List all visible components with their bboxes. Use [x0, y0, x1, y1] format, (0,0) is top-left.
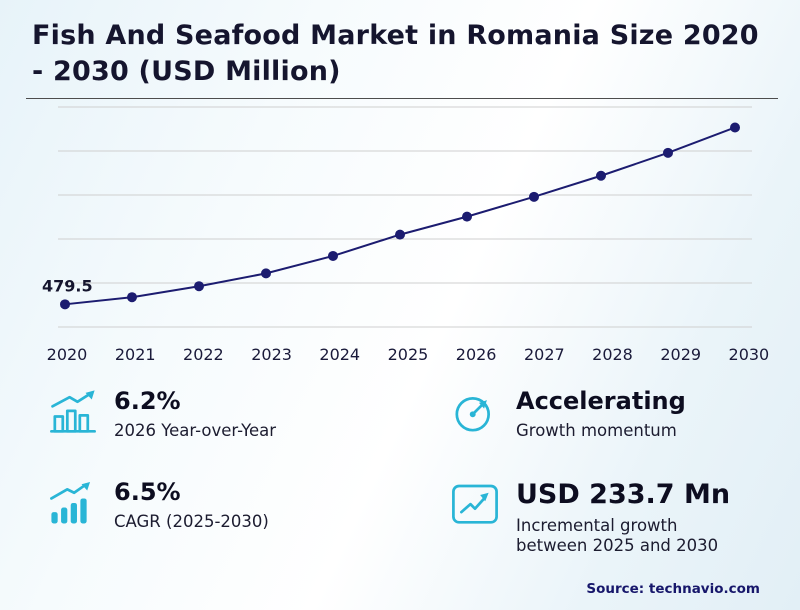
stat-text: 6.2% 2026 Year-over-Year	[114, 388, 276, 441]
series-line	[64, 126, 736, 306]
x-axis-label: 2023	[251, 345, 292, 365]
cagr-value: 6.5%	[114, 478, 181, 507]
data-point	[60, 299, 70, 310]
momentum-label: Growth momentum	[516, 420, 677, 440]
data-point	[328, 251, 338, 262]
stat-text: Accelerating Growth momentum	[516, 388, 686, 441]
incremental-value: USD 233.7 Mn	[516, 479, 731, 511]
x-axis: 2020 2021 2022 2023 2024 2025 2026 2027 2028 2029…	[44, 345, 772, 364]
title-divider	[26, 98, 778, 100]
stat-incremental: USD 233.7 Mn Incremental growth between …	[450, 479, 780, 556]
speedometer-icon	[450, 389, 500, 435]
x-axis-label: 2029	[660, 345, 702, 365]
bar-chart-growth-icon	[48, 389, 98, 435]
data-point	[395, 229, 405, 240]
page-title: Fish And Seafood Market in Romania Size …	[32, 20, 759, 87]
stat-cagr: 6.5% CAGR (2025-2030)	[48, 479, 450, 556]
data-point	[663, 148, 673, 159]
rising-bars-icon	[48, 480, 98, 526]
x-axis-label: 2025	[387, 345, 429, 365]
data-point	[127, 292, 137, 303]
x-axis-label: 2026	[455, 345, 497, 365]
momentum-value: Accelerating	[516, 387, 686, 416]
x-axis-label: 2024	[319, 345, 361, 365]
line-chart: 479.5	[42, 106, 752, 328]
x-axis-label: 2028	[592, 345, 633, 365]
stat-momentum: Accelerating Growth momentum	[450, 388, 780, 441]
chart-box-icon	[450, 480, 500, 526]
stat-text: USD 233.7 Mn Incremental growth between …	[516, 479, 751, 556]
chart-area: 479.5 2020 2021 2022 2023 2024 2025 2026 2027 20…	[40, 101, 769, 364]
x-axis-label: 2022	[183, 345, 224, 365]
data-point	[261, 268, 271, 279]
cagr-label: CAGR (2025-2030)	[114, 512, 269, 532]
first-point-label: 479.5	[42, 277, 93, 296]
x-axis-label: 2027	[523, 345, 565, 365]
data-point	[462, 211, 472, 222]
source-attribution: Source: technavio.com	[586, 581, 760, 597]
yoy-label: 2026 Year-over-Year	[114, 420, 277, 440]
stat-text: 6.5% CAGR (2025-2030)	[114, 479, 269, 532]
x-axis-label: 2020	[46, 345, 88, 365]
data-point	[730, 122, 740, 133]
x-axis-label: 2021	[114, 345, 156, 365]
stats-grid: 6.2% 2026 Year-over-Year Accelerating Gr…	[48, 388, 772, 557]
incremental-label: Incremental growth between 2025 and 2030	[516, 515, 719, 556]
data-point	[529, 192, 539, 203]
yoy-value: 6.2%	[114, 387, 181, 416]
x-axis-label: 2030	[728, 345, 770, 365]
stat-yoy: 6.2% 2026 Year-over-Year	[48, 388, 450, 441]
data-point	[596, 171, 606, 181]
data-point	[194, 281, 204, 292]
